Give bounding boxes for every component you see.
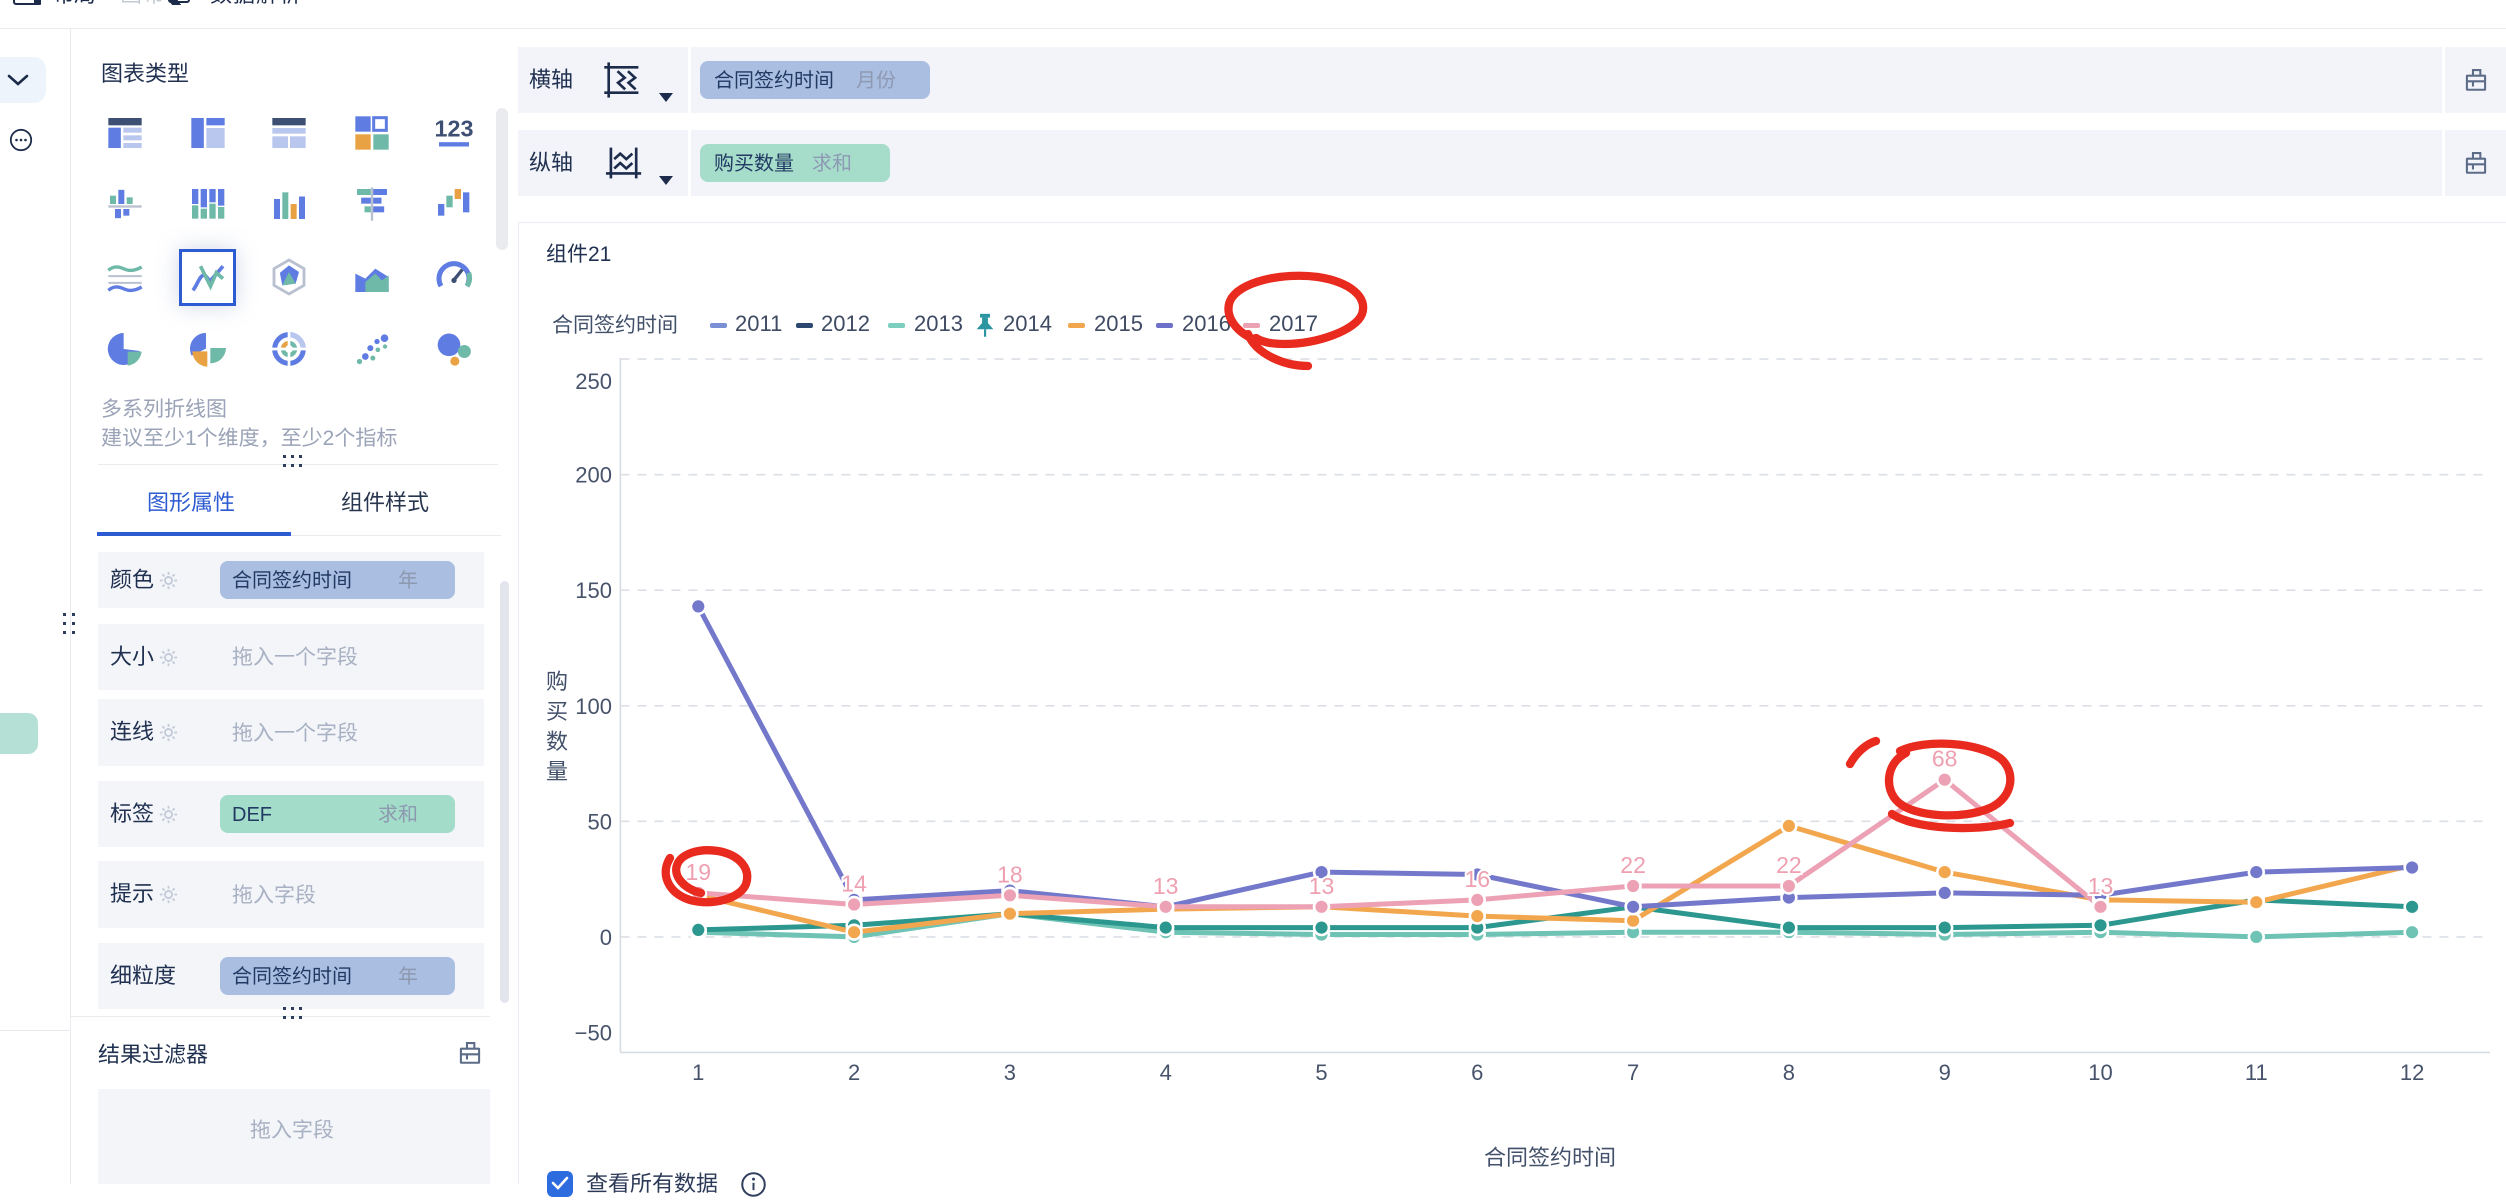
svg-text:9: 9 — [1939, 1060, 1951, 1085]
svg-text:12: 12 — [2400, 1060, 2424, 1085]
svg-text:16: 16 — [1465, 866, 1491, 892]
svg-text:18: 18 — [997, 861, 1023, 887]
svg-text:2: 2 — [848, 1060, 860, 1085]
svg-text:14: 14 — [841, 871, 867, 897]
svg-text:250: 250 — [575, 369, 612, 394]
svg-text:19: 19 — [686, 859, 712, 885]
svg-text:68: 68 — [1932, 746, 1958, 772]
svg-text:7: 7 — [1627, 1060, 1639, 1085]
svg-text:123: 123 — [435, 115, 474, 141]
svg-text:200: 200 — [575, 463, 612, 488]
svg-text:13: 13 — [1153, 873, 1179, 899]
svg-text:10: 10 — [2088, 1060, 2112, 1085]
svg-text:100: 100 — [575, 694, 612, 719]
svg-text:−50: −50 — [575, 1020, 612, 1045]
svg-text:13: 13 — [1309, 873, 1335, 899]
svg-text:4: 4 — [1160, 1060, 1172, 1085]
svg-text:11: 11 — [2245, 1060, 2268, 1085]
svg-text:3: 3 — [1004, 1060, 1016, 1085]
svg-text:50: 50 — [588, 809, 612, 834]
svg-text:0: 0 — [600, 925, 612, 950]
svg-text:22: 22 — [1776, 852, 1802, 878]
svg-text:8: 8 — [1783, 1060, 1795, 1085]
svg-text:6: 6 — [1471, 1060, 1483, 1085]
svg-text:22: 22 — [1620, 852, 1646, 878]
svg-text:1: 1 — [692, 1060, 704, 1085]
svg-text:150: 150 — [575, 578, 612, 603]
svg-text:5: 5 — [1315, 1060, 1327, 1085]
svg-text:13: 13 — [2088, 873, 2114, 899]
